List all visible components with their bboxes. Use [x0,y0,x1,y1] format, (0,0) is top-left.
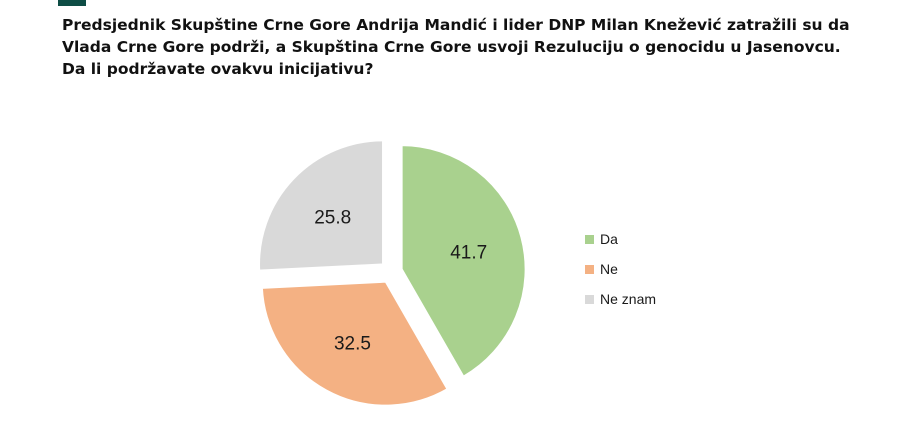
legend-label-da: Da [600,231,618,247]
corner-accent-tab [58,0,86,6]
data-label-ne-znam: 25.8 [314,208,351,229]
legend-swatch-da [585,235,594,244]
pie-labels: 41.7 32.5 25.8 [314,208,487,355]
chart-legend: Da Ne Ne znam [585,231,656,307]
data-label-ne: 32.5 [334,334,371,355]
legend-label-ne: Ne [600,261,618,277]
pie-slice-ne [260,280,449,407]
legend-swatch-ne-znam [585,295,594,304]
legend-swatch-ne [585,265,594,274]
legend-label-ne-znam: Ne znam [600,291,656,307]
question-title: Predsjednik Skupštine Crne Gore Andrija … [62,16,850,78]
pie-slice-da [400,144,527,379]
data-label-da: 41.7 [450,242,487,263]
pie-slices [258,139,527,407]
pie-slice-ne-znam [258,139,385,272]
